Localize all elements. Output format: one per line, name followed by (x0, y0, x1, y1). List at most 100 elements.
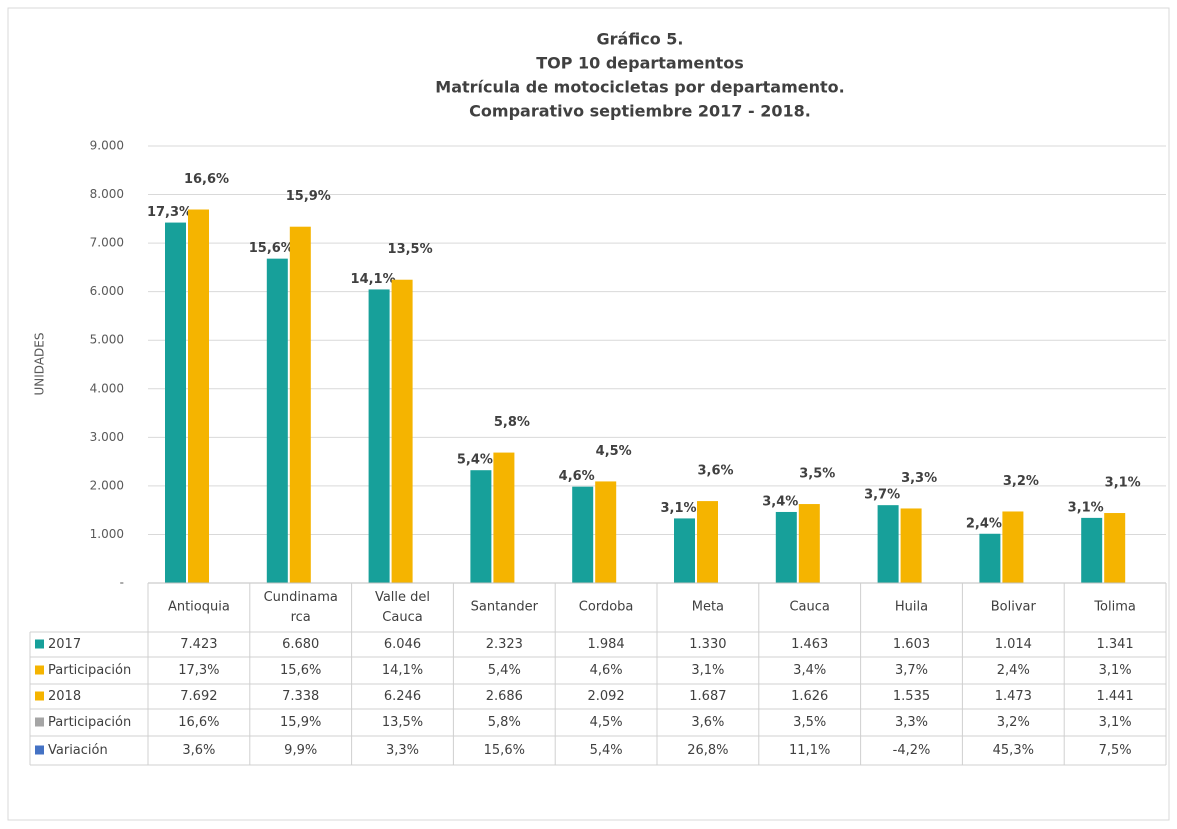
legend-swatch (35, 665, 44, 675)
legend-label: Variación (48, 743, 108, 758)
table-cell: 15,6% (280, 663, 321, 678)
table-cell: 3,7% (895, 663, 928, 678)
table-cell: 13,5% (382, 715, 423, 730)
bar (697, 501, 718, 583)
table-cell: 7,5% (1099, 743, 1132, 758)
data-label: 14,1% (351, 272, 396, 287)
table-cell: 6.046 (384, 637, 421, 652)
chart-title: Gráfico 5. (597, 30, 684, 49)
y-tick-label: 6.000 (90, 284, 124, 298)
table-cell: 3,1% (1099, 663, 1132, 678)
table-cell: 1.535 (893, 689, 930, 704)
data-label: 3,4% (762, 494, 798, 509)
table-cell: 3,5% (793, 715, 826, 730)
table-cell: 4,6% (590, 663, 623, 678)
data-label: 4,5% (596, 444, 632, 459)
legend-swatch (35, 717, 44, 727)
legend-swatch (35, 639, 44, 649)
y-tick-label: 7.000 (90, 236, 124, 250)
x-tick-label: Cundinama rca (264, 590, 338, 625)
table-cell: 45,3% (993, 743, 1034, 758)
table-cell: 3,6% (182, 743, 215, 758)
legend-label: 2017 (48, 637, 81, 652)
bar (775, 511, 797, 583)
chart-title: TOP 10 departamentos (536, 54, 744, 73)
data-label: 2,4% (966, 516, 1002, 531)
y-tick-label: 2.000 (90, 478, 124, 492)
data-label: 3,7% (864, 488, 900, 503)
x-tick-label: Huila (895, 600, 928, 615)
y-axis-label: UNIDADES (33, 333, 47, 396)
data-label: 17,3% (147, 205, 192, 220)
bar (470, 470, 492, 583)
bar (493, 452, 515, 583)
table-cell: 5,4% (488, 663, 521, 678)
table-cell: 16,6% (178, 715, 219, 730)
table-cell: 3,4% (793, 663, 826, 678)
table-cell: 3,3% (386, 743, 419, 758)
data-label: 13,5% (388, 242, 433, 257)
data-label: 3,3% (901, 471, 937, 486)
table-cell: 1.441 (1096, 689, 1133, 704)
data-label: 3,1% (660, 501, 696, 516)
table-cell: 17,3% (178, 663, 219, 678)
data-label: 16,6% (184, 172, 229, 187)
table-cell: 1.463 (791, 637, 828, 652)
data-label: 4,6% (559, 469, 595, 484)
table-cell: 7.423 (180, 637, 217, 652)
legend-swatch (35, 691, 44, 701)
data-label: 15,6% (249, 241, 294, 256)
table-cell: 3,1% (1099, 715, 1132, 730)
x-tick-label: Cordoba (579, 600, 634, 615)
table-cell: 1.330 (689, 637, 726, 652)
table-cell: 2.323 (486, 637, 523, 652)
table-cell: 5,4% (590, 743, 623, 758)
table-cell: 2,4% (997, 663, 1030, 678)
table-cell: 9,9% (284, 743, 317, 758)
table-cell: 4,5% (590, 715, 623, 730)
bar (391, 279, 413, 583)
table-cell: 7.692 (180, 689, 217, 704)
bar (1002, 511, 1024, 583)
table-cell: 6.246 (384, 689, 421, 704)
data-label: 3,1% (1105, 476, 1141, 491)
bar (979, 533, 1001, 583)
x-tick-label: Bolivar (991, 600, 1037, 615)
table-cell: 15,9% (280, 715, 321, 730)
table-cell: 14,1% (382, 663, 423, 678)
bar (877, 505, 899, 583)
bar (674, 518, 695, 583)
table-cell: 2.686 (486, 689, 523, 704)
legend-label: 2018 (48, 689, 81, 704)
table-cell: 3,1% (691, 663, 724, 678)
bar (368, 289, 390, 583)
x-tick-label: Santander (471, 600, 539, 615)
data-label: 15,9% (286, 189, 331, 204)
bar (165, 222, 186, 583)
x-tick-label: Valle del Cauca (375, 590, 430, 625)
table-cell: 2.092 (587, 689, 624, 704)
table-cell: 1.473 (995, 689, 1032, 704)
table-cell: 11,1% (789, 743, 830, 758)
bar (188, 209, 209, 583)
y-tick-label: 5.000 (90, 333, 124, 347)
y-tick-label: 3.000 (90, 430, 124, 444)
bar (572, 486, 594, 583)
table-cell: 3,2% (997, 715, 1030, 730)
x-tick-label: Meta (692, 600, 724, 615)
y-tick-label: 9.000 (90, 139, 124, 153)
table-cell: 1.603 (893, 637, 930, 652)
table-cell: 1.687 (689, 689, 726, 704)
bar (798, 504, 820, 583)
table-cell: 3,3% (895, 715, 928, 730)
chart-title: Matrícula de motocicletas por departamen… (435, 78, 844, 97)
bar (595, 481, 617, 583)
x-tick-label: Tolima (1093, 600, 1136, 615)
bar (900, 508, 922, 583)
table-cell: 7.338 (282, 689, 319, 704)
bar (1104, 513, 1126, 583)
data-label: 3,5% (799, 467, 835, 482)
legend-swatch (35, 745, 44, 755)
table-cell: 6.680 (282, 637, 319, 652)
